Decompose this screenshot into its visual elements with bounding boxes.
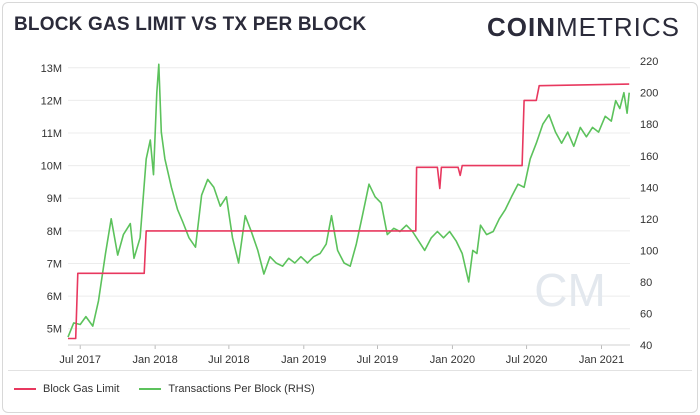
brand-logo: COINMETRICS [487,12,680,43]
y-left-tick-label: 5M [47,324,62,336]
y-left-tick-label: 10M [41,161,62,173]
x-tick-label: Jan 2021 [579,354,624,366]
brand-logo-light: METRICS [556,12,680,42]
brand-logo-bold: COIN [487,12,556,42]
series-line-tx-per-block[interactable] [67,63,630,338]
y-right-tick-label: 80 [640,277,652,289]
y-right-tick-label: 120 [640,214,658,226]
y-right-tick-label: 60 [640,308,652,320]
left-axis: 5M 6M 7M 8M 9M 10M 11M 12M 13M [41,63,62,336]
x-tick-label: Jul 2018 [208,354,250,366]
x-tick-label: Jul 2019 [357,354,399,366]
legend-label-tx: Transactions Per Block (RHS) [168,383,315,395]
y-left-tick-label: 7M [47,258,62,270]
y-right-tick-label: 100 [640,245,658,257]
y-left-tick-label: 11M [41,128,62,140]
x-tick-label: Jul 2017 [59,354,101,366]
legend-swatch-gas [14,388,36,390]
x-axis: Jul 2017 Jan 2018 Jul 2018 Jan 2019 Jul 2019… [59,344,630,366]
y-right-tick-label: 200 [640,88,658,100]
x-tick-label: Jul 2020 [506,354,548,366]
legend-label-gas: Block Gas Limit [43,383,120,395]
x-tick-label: Jan 2019 [281,354,326,366]
series-line-gas-limit[interactable] [68,83,630,340]
y-right-tick-label: 220 [640,56,658,68]
y-right-tick-label: 140 [640,182,658,194]
y-left-tick-label: 13M [41,63,62,75]
y-right-tick-label: 180 [640,119,658,131]
y-left-tick-label: 12M [41,95,62,107]
y-left-tick-label: 9M [47,193,62,205]
legend-divider [8,370,692,371]
legend-item-gas[interactable]: Block Gas Limit [14,383,119,395]
x-tick-label: Jan 2020 [430,354,475,366]
chart-title: BLOCK GAS LIMIT VS TX PER BLOCK [14,14,367,35]
right-axis: 40 60 80 100 120 140 160 180 200 220 [640,56,658,352]
y-right-tick-label: 40 [640,340,652,352]
legend: Block Gas Limit Transactions Per Block (… [14,383,335,395]
series-lines [67,63,630,340]
y-left-tick-label: 6M [47,291,62,303]
legend-swatch-tx [139,388,162,390]
watermark-logo: CM [534,264,606,316]
y-left-tick-label: 8M [47,226,62,238]
x-tick-label: Jan 2018 [133,354,178,366]
legend-item-tx[interactable]: Transactions Per Block (RHS) [139,383,315,395]
y-right-tick-label: 160 [640,151,658,163]
